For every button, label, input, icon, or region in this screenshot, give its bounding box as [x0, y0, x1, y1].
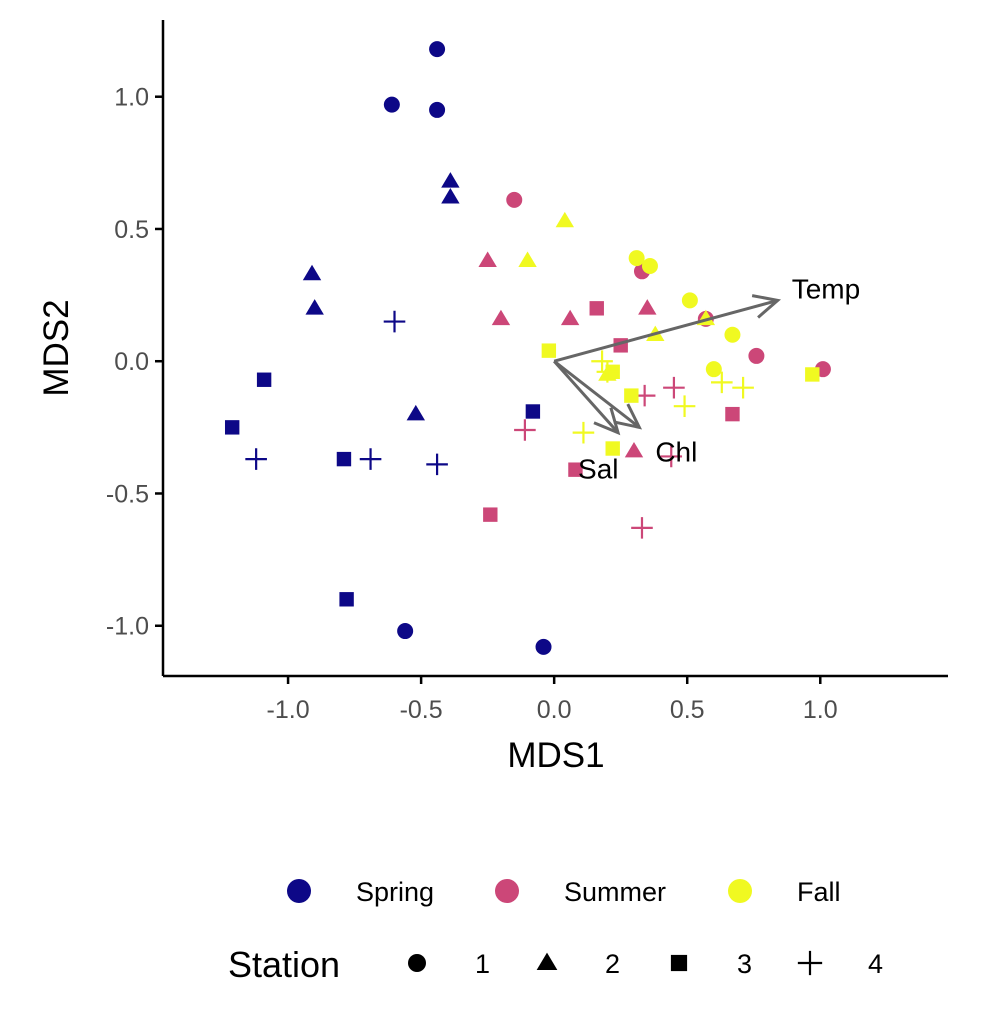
point-summer-station-4 — [631, 517, 653, 539]
point-spring-station-4 — [359, 448, 382, 470]
y-tick-label: -0.5 — [106, 480, 149, 508]
x-tick-label: 1.0 — [803, 696, 838, 724]
point-summer-station-1 — [748, 347, 765, 364]
point-spring-station-2 — [302, 264, 322, 281]
legend-label-station-4: 4 — [868, 949, 883, 979]
vector-line-sal — [553, 360, 620, 434]
vector-arrowhead-chl — [613, 403, 643, 430]
y-axis-ticks: -1.0 -0.5 0.0 0.5 1.0 — [106, 84, 163, 641]
legend-key-spring — [287, 879, 311, 903]
point-fall-station-1 — [628, 250, 645, 267]
legend-key-summer — [495, 879, 519, 903]
point-summer-station-4 — [660, 445, 683, 468]
point-summer-station-3 — [725, 406, 740, 422]
point-summer-station-2 — [638, 299, 657, 315]
data-points — [224, 41, 831, 655]
point-fall-station-3 — [805, 367, 820, 382]
point-fall-station-2 — [555, 211, 575, 228]
point-spring-station-1 — [535, 638, 552, 655]
legend-label-station-2: 2 — [605, 949, 620, 979]
point-spring-station-4 — [245, 448, 267, 470]
point-fall-station-4 — [732, 376, 754, 399]
legend-label-station-3: 3 — [737, 949, 752, 979]
point-spring-station-1 — [429, 41, 446, 58]
y-tick-label: -1.0 — [106, 613, 149, 641]
point-spring-station-3 — [339, 592, 354, 607]
point-fall-station-4 — [711, 371, 733, 394]
vector-label-sal: Sal — [578, 454, 618, 485]
legend-key-station-4 — [797, 950, 823, 976]
y-tick-label: 0.0 — [114, 348, 149, 376]
vector-label-temp: Temp — [792, 273, 860, 304]
x-tick-label: -1.0 — [267, 696, 310, 724]
point-summer-station-2 — [624, 441, 644, 458]
legend-key-fall — [728, 879, 752, 903]
point-summer-station-4 — [514, 419, 536, 441]
point-fall-station-1 — [641, 258, 658, 274]
point-summer-station-3 — [589, 301, 604, 316]
vector-line-temp — [553, 298, 779, 363]
point-summer-station-2 — [560, 309, 580, 326]
point-fall-station-1 — [724, 326, 741, 343]
point-fall-station-4 — [596, 361, 619, 383]
point-summer-station-2 — [491, 309, 511, 326]
point-spring-station-3 — [525, 404, 541, 419]
point-fall-station-3 — [624, 388, 639, 403]
point-spring-station-4 — [383, 310, 406, 333]
point-fall-station-4 — [673, 395, 696, 417]
legend-label-spring: Spring — [356, 877, 434, 907]
point-spring-station-2 — [441, 188, 460, 204]
vector-line-chl — [553, 360, 641, 429]
point-summer-station-1 — [506, 191, 523, 208]
point-spring-station-3 — [336, 451, 352, 467]
point-spring-station-3 — [256, 372, 272, 387]
station-legend: Station 1 2 3 4 — [228, 944, 883, 985]
season-legend: Spring Summer Fall — [287, 877, 841, 907]
point-spring-station-2 — [305, 299, 324, 315]
legend-key-station-3 — [670, 954, 688, 972]
legend-label-station-1: 1 — [475, 949, 490, 979]
point-fall-station-3 — [605, 441, 620, 456]
point-summer-station-3 — [483, 507, 498, 522]
legend-key-station-1 — [408, 954, 426, 972]
x-axis-title: MDS1 — [507, 736, 604, 775]
point-fall-station-4 — [591, 350, 613, 373]
x-axis-ticks: -1.0 -0.5 0.0 0.5 1.0 — [267, 676, 838, 724]
vector-arrowhead-temp — [751, 294, 782, 319]
legend-key-station-2 — [536, 952, 558, 971]
point-spring-station-1 — [429, 101, 446, 118]
point-spring-station-4 — [426, 453, 448, 476]
vector-label-chl: Chl — [655, 436, 697, 467]
point-fall-station-3 — [541, 343, 557, 358]
point-summer-station-3 — [568, 462, 583, 477]
point-fall-station-2 — [518, 251, 537, 267]
point-summer-station-2 — [478, 251, 497, 267]
point-spring-station-1 — [383, 96, 400, 113]
y-axis-title: MDS2 — [37, 299, 76, 396]
x-tick-label: 0.5 — [670, 696, 705, 724]
environmental-vectors: Temp Sal Chl — [553, 273, 860, 485]
point-spring-station-2 — [441, 172, 460, 188]
x-tick-label: -0.5 — [400, 696, 443, 724]
point-fall-station-1 — [705, 361, 722, 378]
station-legend-title: Station — [228, 944, 340, 985]
point-summer-station-4 — [663, 376, 685, 399]
legend-label-summer: Summer — [564, 877, 666, 907]
point-fall-station-4 — [572, 421, 595, 444]
point-spring-station-3 — [224, 420, 240, 435]
point-spring-station-1 — [397, 623, 414, 640]
y-tick-label: 1.0 — [114, 84, 149, 112]
point-fall-station-1 — [681, 292, 698, 309]
y-tick-label: 0.5 — [114, 216, 149, 244]
legend-label-fall: Fall — [797, 877, 841, 907]
vector-arrowhead-sal — [593, 407, 621, 436]
x-tick-label: 0.0 — [537, 696, 572, 724]
point-spring-station-2 — [406, 404, 425, 421]
